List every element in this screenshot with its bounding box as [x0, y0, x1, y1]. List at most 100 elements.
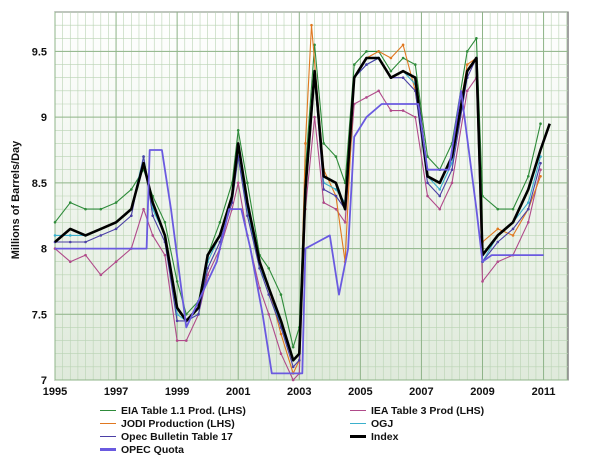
y-axis-label: Millions of Barrels/Day	[10, 140, 22, 259]
data-point	[114, 227, 118, 231]
data-point	[450, 181, 454, 185]
data-point	[438, 188, 442, 191]
legend-label: OGJ	[371, 417, 394, 430]
x-tick-label: 1997	[104, 386, 128, 398]
data-point	[279, 332, 283, 336]
data-point	[527, 174, 530, 178]
data-point	[414, 115, 417, 119]
data-point	[313, 43, 316, 47]
data-point	[377, 89, 380, 93]
legend-swatch	[350, 435, 366, 438]
data-point	[539, 161, 542, 165]
data-point	[389, 109, 393, 112]
data-point	[539, 122, 542, 126]
data-point	[175, 280, 179, 283]
y-tick-label: 9.5	[32, 46, 47, 58]
data-point	[401, 109, 405, 112]
y-tick-label: 9	[41, 112, 47, 124]
data-point	[496, 260, 500, 264]
data-point	[539, 174, 542, 178]
data-point	[130, 188, 133, 191]
series-group	[53, 23, 551, 382]
data-point	[175, 319, 179, 323]
data-point	[291, 365, 295, 369]
data-point	[343, 220, 347, 224]
data-point	[267, 293, 271, 296]
legend-label: Index	[371, 430, 399, 443]
legend-label: OPEC Quota	[121, 443, 185, 456]
x-tick-label: 2011	[532, 386, 556, 398]
data-point	[267, 312, 271, 316]
data-point	[236, 128, 240, 132]
data-point	[322, 142, 326, 145]
data-point	[185, 312, 188, 316]
data-point	[426, 155, 429, 158]
axes: 1995 1997 1999 2001 2003 2005 2007 2009 2011 7 7.5…	[32, 46, 556, 398]
data-point	[279, 293, 283, 296]
data-point	[246, 214, 249, 218]
data-point	[142, 155, 145, 158]
data-point	[236, 181, 240, 185]
data-point	[365, 63, 368, 66]
data-point	[438, 194, 442, 198]
series-line-opec-quota	[55, 90, 544, 375]
legend-item: Opec Bulletin Table 17	[100, 430, 350, 443]
data-point	[496, 227, 500, 231]
legend-item: JODI Production (LHS)	[100, 417, 350, 430]
data-point	[84, 253, 87, 257]
data-point	[310, 23, 313, 27]
legend-swatch	[350, 423, 366, 424]
data-point	[267, 266, 271, 270]
data-point	[175, 339, 179, 342]
data-point	[322, 201, 326, 204]
data-point	[511, 207, 515, 211]
legend-item: OGJ	[350, 417, 570, 430]
data-point	[291, 345, 295, 349]
legend-item: IEA Table 3 Prod (LHS)	[350, 404, 570, 417]
data-point	[114, 201, 118, 204]
data-point	[389, 56, 393, 60]
data-point	[539, 168, 542, 172]
data-point	[438, 207, 442, 211]
data-point	[53, 220, 57, 224]
data-point	[68, 240, 72, 244]
legend-swatch	[350, 410, 366, 411]
x-tick-label: 2007	[409, 386, 433, 398]
legend-label: Opec Bulletin Table 17	[121, 430, 233, 443]
data-point	[401, 76, 405, 80]
data-point	[68, 201, 72, 204]
data-point	[465, 50, 469, 53]
legend: EIA Table 1.1 Prod. (LHS) IEA Table 3 Pro…	[100, 404, 570, 456]
data-point	[114, 260, 118, 264]
data-point	[142, 207, 145, 211]
y-tick-label: 8	[41, 244, 47, 256]
legend-swatch	[100, 410, 116, 411]
data-point	[163, 220, 167, 224]
legend-swatch	[100, 448, 116, 451]
data-point	[313, 115, 316, 119]
data-point	[414, 63, 417, 66]
data-point	[99, 273, 103, 277]
data-point	[279, 352, 283, 356]
data-point	[206, 266, 209, 270]
data-point	[304, 142, 307, 145]
data-point	[68, 260, 72, 264]
data-point	[218, 220, 222, 224]
x-tick-label: 2005	[348, 386, 372, 398]
data-point	[334, 207, 338, 211]
data-point	[401, 56, 405, 60]
legend-item: OPEC Quota	[100, 443, 350, 456]
data-point	[511, 227, 515, 231]
y-tick-label: 7.5	[32, 309, 47, 321]
data-point	[450, 168, 454, 172]
data-point	[511, 234, 515, 237]
data-point	[475, 36, 478, 40]
data-point	[365, 50, 368, 53]
legend-label: IEA Table 3 Prod (LHS)	[371, 404, 485, 417]
data-point	[334, 155, 338, 158]
data-point	[99, 207, 103, 211]
data-point	[322, 188, 326, 191]
data-point	[352, 63, 356, 66]
data-point	[496, 207, 500, 211]
